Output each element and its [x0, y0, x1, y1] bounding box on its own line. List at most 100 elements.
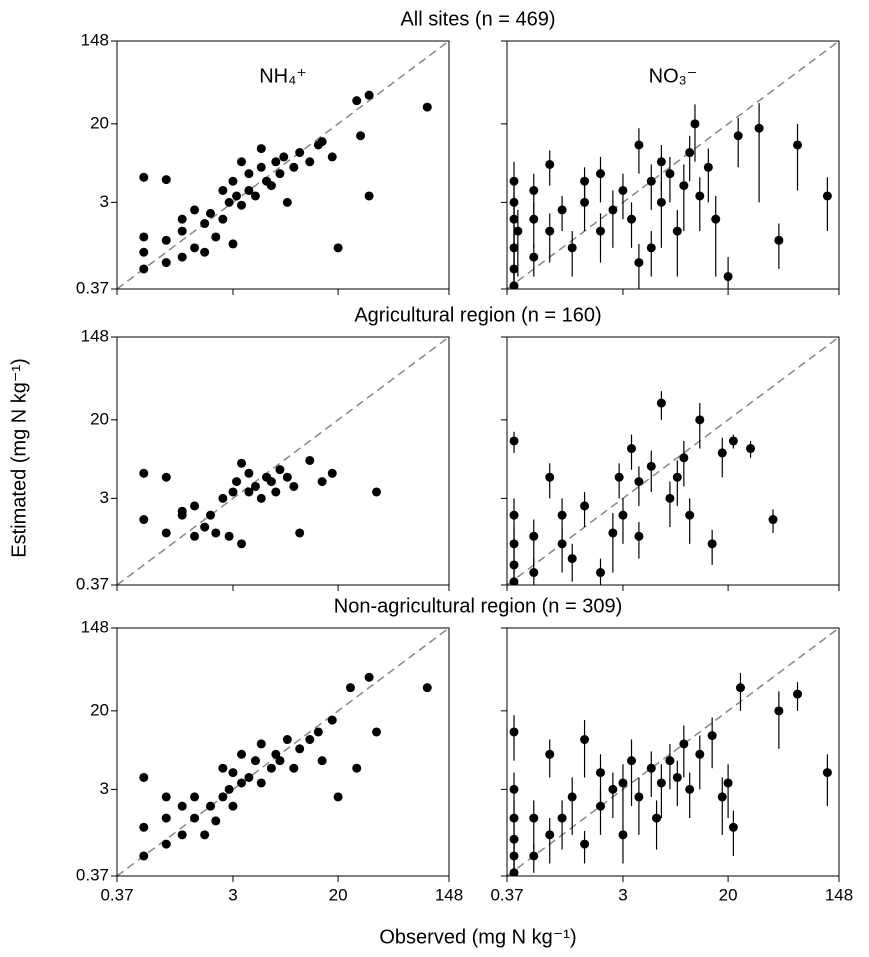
point — [618, 510, 628, 520]
one-to-one-line — [506, 336, 840, 586]
point — [822, 768, 832, 778]
y-tick-label: 148 — [81, 30, 109, 49]
point — [161, 839, 171, 849]
point — [580, 735, 590, 745]
point — [509, 436, 519, 446]
point — [232, 191, 242, 201]
y-axis-label: Estimated (mg N kg⁻¹) — [8, 358, 30, 557]
one-to-one-line — [506, 627, 840, 877]
point — [665, 756, 675, 766]
point — [529, 252, 539, 262]
point — [580, 176, 590, 186]
point — [289, 763, 299, 773]
point — [646, 243, 656, 253]
point — [656, 197, 666, 207]
point — [652, 813, 662, 823]
point — [509, 176, 519, 186]
point — [228, 768, 238, 778]
point — [327, 715, 337, 725]
point — [317, 756, 327, 766]
point — [161, 472, 171, 482]
point — [646, 763, 656, 773]
y-tick-label: 3 — [100, 488, 109, 507]
point — [256, 162, 266, 172]
point — [161, 528, 171, 538]
plot-frame — [506, 336, 840, 586]
point — [279, 152, 289, 162]
panel-title: Non-agricultural region (n = 309) — [334, 595, 623, 617]
point — [139, 247, 149, 257]
point — [295, 148, 305, 158]
point — [161, 235, 171, 245]
point — [634, 140, 644, 150]
point — [139, 515, 149, 525]
point — [206, 208, 216, 218]
point — [646, 461, 656, 471]
y-tick-label: 0.37 — [76, 574, 109, 593]
point — [237, 157, 247, 167]
plot-frame — [116, 336, 450, 586]
point — [768, 515, 778, 525]
point — [545, 472, 555, 482]
point — [352, 763, 362, 773]
point — [529, 851, 539, 861]
x-tick-label: 148 — [825, 885, 853, 904]
point — [822, 191, 832, 201]
point — [665, 493, 675, 503]
one-to-one-line — [116, 336, 450, 586]
point — [139, 851, 149, 861]
point — [545, 159, 555, 169]
point — [250, 191, 260, 201]
point — [580, 501, 590, 511]
point — [364, 90, 374, 100]
point — [244, 169, 254, 179]
point — [372, 727, 382, 737]
panel-title: Agricultural region (n = 160) — [354, 304, 601, 326]
point — [707, 539, 717, 549]
point — [275, 465, 285, 475]
point — [333, 243, 343, 253]
x-tick-label: 20 — [719, 885, 738, 904]
point — [282, 472, 292, 482]
point — [224, 197, 234, 207]
point — [200, 247, 210, 257]
point — [200, 522, 210, 532]
point — [305, 735, 315, 745]
point — [557, 510, 567, 520]
point — [596, 568, 606, 578]
point — [529, 185, 539, 195]
point — [618, 830, 628, 840]
point — [557, 205, 567, 215]
point — [618, 778, 628, 788]
point — [656, 778, 666, 788]
point — [139, 232, 149, 242]
plot-frame — [506, 627, 840, 877]
point — [232, 477, 242, 487]
points — [139, 455, 382, 549]
point — [228, 176, 238, 186]
point — [728, 822, 738, 832]
point — [422, 102, 432, 112]
point — [364, 672, 374, 682]
point — [190, 531, 200, 541]
point — [282, 197, 292, 207]
point — [707, 731, 717, 741]
plot-frame — [116, 40, 450, 290]
point — [717, 448, 727, 458]
x-tick-label: 3 — [618, 885, 627, 904]
point — [723, 272, 733, 282]
y-tick-label: 3 — [100, 779, 109, 798]
point — [218, 493, 228, 503]
point — [580, 839, 590, 849]
point — [271, 487, 281, 497]
point — [237, 458, 247, 468]
point — [608, 528, 618, 538]
point — [793, 689, 803, 699]
point — [177, 830, 187, 840]
point — [685, 784, 695, 794]
point — [754, 123, 764, 133]
point — [679, 453, 689, 463]
point — [244, 772, 254, 782]
y-tick-label: 20 — [90, 409, 109, 428]
point — [634, 792, 644, 802]
